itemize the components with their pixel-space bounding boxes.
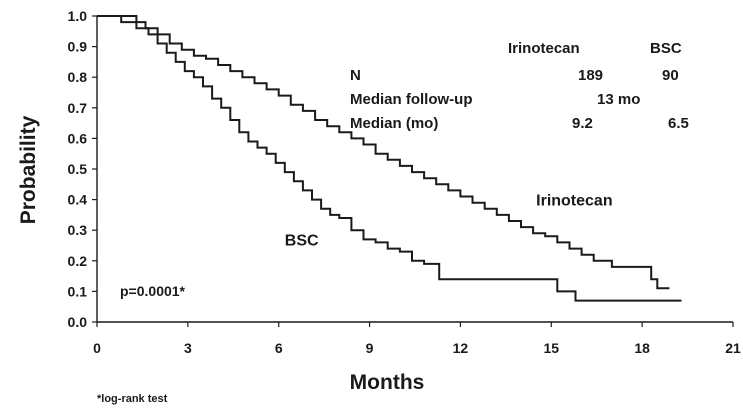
- y-axis-title: Probability: [17, 115, 40, 224]
- x-tick-label: 12: [453, 340, 469, 356]
- p-value-annotation: p=0.0001*: [120, 283, 186, 299]
- y-tick-label: 0.8: [68, 69, 88, 85]
- footnote: *log-rank test: [97, 393, 168, 405]
- y-tick-label: 0.4: [68, 192, 88, 208]
- y-axis-ticks: 0.0 0.1 0.2 0.3 0.4 0.5 0.6 0.7 0.8 0.9 1.0: [68, 8, 97, 330]
- y-tick-label: 0.3: [68, 222, 88, 238]
- y-tick-label: 0.2: [68, 253, 88, 269]
- y-tick-label: 0.0: [68, 314, 88, 330]
- y-tick-label: 0.9: [68, 39, 88, 55]
- survival-curves: [97, 15, 682, 302]
- table-header-irinotecan: Irinotecan: [508, 40, 580, 57]
- table-row-n-label: N: [350, 67, 361, 84]
- table-row-followup-value: 13 mo: [597, 91, 640, 108]
- x-tick-label: 3: [184, 340, 192, 356]
- x-axis-ticks: 0 3 6 9 12 15 18 21: [93, 322, 741, 356]
- y-tick-label: 0.6: [68, 130, 88, 146]
- series-line-bsc: [97, 15, 682, 302]
- y-tick-label: 1.0: [68, 8, 88, 24]
- series-line-irinotecan: [97, 15, 670, 290]
- x-tick-label: 15: [543, 340, 559, 356]
- x-tick-label: 0: [93, 340, 101, 356]
- y-tick-label: 0.1: [68, 283, 88, 299]
- table-row-followup-label: Median follow-up: [350, 91, 472, 108]
- table-row-median-irinotecan: 9.2: [572, 115, 593, 132]
- series-label-bsc: BSC: [285, 233, 319, 250]
- series-labels: Irinotecan BSC: [285, 193, 613, 250]
- table-row-median-label: Median (mo): [350, 115, 438, 132]
- table-row-n-bsc: 90: [662, 67, 679, 84]
- stats-table: Irinotecan BSC N 189 90 Median follow-up…: [350, 40, 689, 132]
- x-tick-label: 18: [634, 340, 650, 356]
- x-axis-title: Months: [350, 371, 425, 394]
- table-row-median-bsc: 6.5: [668, 115, 689, 132]
- y-tick-label: 0.7: [68, 100, 88, 116]
- table-header-bsc: BSC: [650, 40, 682, 57]
- y-tick-label: 0.5: [68, 161, 88, 177]
- x-tick-label: 9: [366, 340, 374, 356]
- table-row-n-irinotecan: 189: [578, 67, 603, 84]
- x-tick-label: 6: [275, 340, 283, 356]
- x-tick-label: 21: [725, 340, 741, 356]
- series-label-irinotecan: Irinotecan: [536, 193, 612, 210]
